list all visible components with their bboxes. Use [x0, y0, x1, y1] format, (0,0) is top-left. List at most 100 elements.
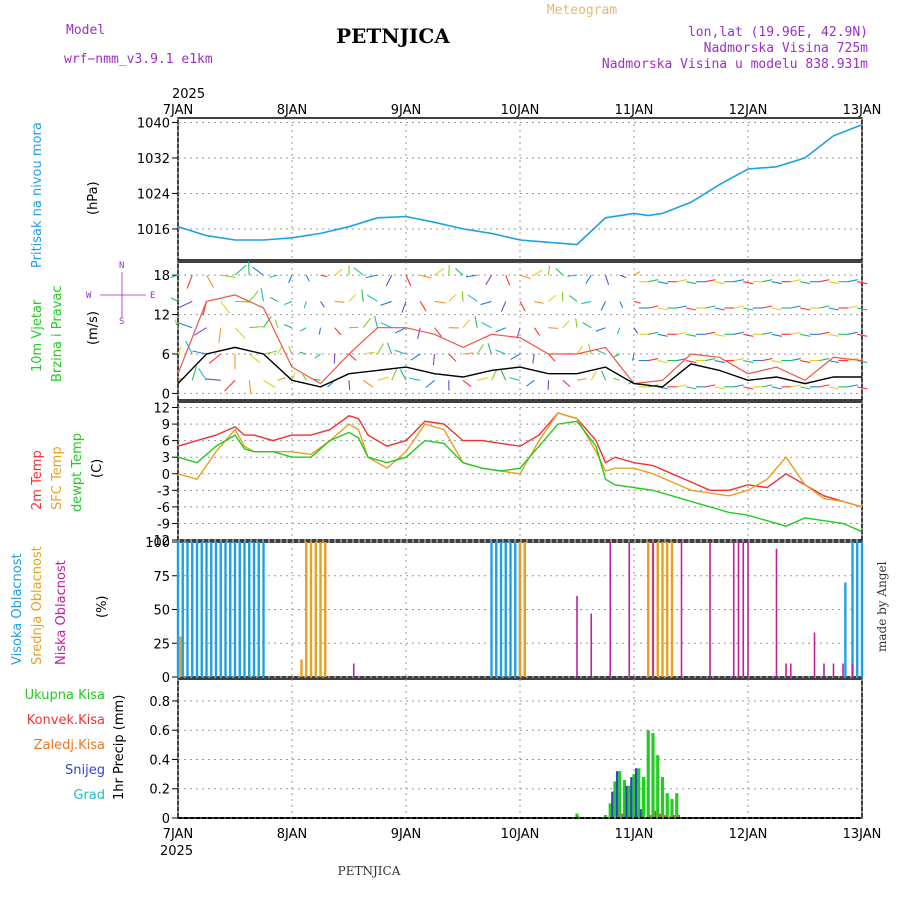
wind-arrow: [771, 333, 782, 337]
mid-cloud-bar: [670, 542, 674, 677]
wind-arrow: [288, 274, 293, 284]
wind-arrow: [197, 368, 207, 381]
wind-arrow: [367, 294, 378, 302]
wind-arrow: [657, 333, 668, 337]
wind-arrow: [857, 386, 868, 390]
wind-arrow: [616, 327, 621, 335]
wind-arrow: [263, 379, 276, 389]
wind-arrow: [465, 274, 478, 278]
wind-arrow: [585, 274, 592, 284]
wind-arrow: [303, 301, 307, 309]
wind-arrow: [582, 321, 592, 329]
model-altitude: Nadmorska Visina u modelu 838.931m: [602, 57, 868, 72]
wind-arrow: [743, 333, 754, 337]
high-cloud-bar: [181, 542, 184, 677]
wind-ylabel-2: Brzina i Pravac: [50, 285, 65, 382]
y-tick-label: 100: [145, 536, 170, 551]
y-tick-label: 9: [162, 418, 170, 433]
wind-arrow: [828, 333, 839, 337]
y-tick-label: 75: [153, 570, 170, 585]
dew-label: dewpt Temp: [70, 433, 85, 512]
wind-arrow: [380, 322, 392, 329]
precip-total-bar: [622, 779, 627, 818]
wind-arrow: [377, 343, 384, 355]
legend-snow: Snijeg: [65, 763, 105, 778]
precip-total-bar: [670, 798, 674, 818]
precip-total-bar: [632, 774, 636, 818]
wind-arrow: [588, 344, 592, 355]
precip-total-bar: [641, 777, 646, 818]
wind-arrow: [686, 281, 697, 285]
top-date-label: 13JAN: [843, 103, 882, 118]
wind-arrow: [186, 274, 193, 289]
model-label: Model: [66, 23, 105, 38]
y-tick-label: 0: [162, 468, 170, 483]
low-cloud-bar: [737, 542, 740, 677]
wind-arrow: [495, 349, 506, 355]
wind-arrow: [500, 369, 507, 381]
wind-arrow: [405, 274, 412, 287]
wind-arrow: [676, 331, 687, 335]
wind-arrow: [533, 269, 543, 276]
high-cloud-bar: [200, 542, 203, 677]
station-title: PETNJICA: [336, 24, 450, 48]
low-cloud-bar: [628, 542, 631, 677]
y-tick-label: 1016: [137, 223, 170, 238]
wind-arrow: [434, 300, 446, 304]
wind-arrow: [633, 327, 639, 334]
temp-dew-line: [177, 420, 863, 533]
wind-arrow: [519, 274, 531, 280]
wind-arrow: [576, 378, 587, 381]
wind-arrow: [348, 294, 357, 302]
precip-convective-bar: [673, 815, 676, 818]
wind-arrow: [284, 324, 293, 329]
high-cloud-bar: [844, 582, 847, 677]
wind-arrow: [462, 352, 474, 355]
wind-arrow: [771, 281, 782, 285]
mid-cloud-label: Srednja Oblacnost: [30, 546, 45, 665]
wind-arrow: [762, 331, 773, 335]
wind-arrow: [193, 327, 207, 336]
wind-arrow: [224, 379, 236, 392]
wind-arrow: [394, 349, 407, 355]
high-cloud-bar: [856, 542, 859, 677]
wind-arrow: [714, 333, 725, 337]
precip-convective-bar: [678, 815, 680, 818]
wind-arrow: [206, 274, 215, 288]
top-date-label: 8JAN: [277, 103, 308, 118]
wind-arrow: [705, 358, 716, 362]
wind-arrow: [432, 353, 436, 366]
sfc-label: SFC Temp: [50, 446, 65, 510]
precip-total-bar: [646, 730, 650, 818]
bottom-date-label: 9JAN: [391, 827, 422, 842]
wind-arrow: [648, 279, 659, 283]
temp-2m-line: [177, 412, 863, 508]
wind-arrow: [320, 274, 328, 278]
wind-arrow: [462, 379, 472, 387]
wind-arrow: [657, 360, 668, 364]
precip-snow-bar: [630, 777, 633, 818]
wind-arrow: [548, 294, 557, 302]
precip-snow-bar: [634, 768, 638, 818]
precip-snow-bar: [639, 809, 642, 818]
low-cloud-bar: [842, 663, 844, 677]
wind-arrow: [362, 317, 371, 329]
wind-arrow: [604, 274, 610, 286]
wind-arrow: [305, 274, 310, 282]
low-cloud-bar: [813, 632, 816, 677]
wind-arrow: [562, 379, 571, 387]
y-tick-label: 6: [162, 435, 170, 450]
credit-watermark: made by Angel: [875, 561, 889, 652]
wind-arrow: [743, 281, 754, 285]
precip-convective-bar: [621, 813, 623, 818]
bottom-date-axis: 7JAN 8JAN 9JAN 10JAN 11JAN 12JAN 13JAN: [163, 827, 882, 842]
wind-arrow: [277, 377, 286, 381]
wind-arrow: [800, 307, 811, 311]
top-date-label: 11JAN: [615, 103, 654, 118]
wind-arrow: [619, 301, 624, 308]
low-cloud-bar: [709, 542, 711, 677]
low-cloud-bar: [851, 663, 854, 677]
wind-arrow: [555, 267, 564, 276]
wind-arrow: [234, 264, 247, 276]
wind-arrow: [476, 344, 484, 355]
